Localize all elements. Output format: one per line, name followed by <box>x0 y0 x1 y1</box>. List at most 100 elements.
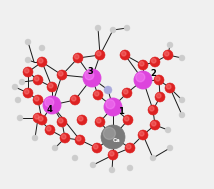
Circle shape <box>58 119 63 123</box>
Circle shape <box>179 112 185 118</box>
Circle shape <box>12 84 18 90</box>
Circle shape <box>75 135 85 145</box>
Circle shape <box>76 136 81 141</box>
Circle shape <box>163 50 173 60</box>
Circle shape <box>37 57 47 67</box>
Circle shape <box>61 135 66 139</box>
Circle shape <box>57 117 67 127</box>
Circle shape <box>165 127 171 133</box>
Circle shape <box>125 116 129 121</box>
Circle shape <box>155 92 165 102</box>
Circle shape <box>33 75 43 85</box>
Circle shape <box>97 51 101 56</box>
Circle shape <box>37 115 47 125</box>
Circle shape <box>140 61 144 66</box>
Circle shape <box>92 143 102 153</box>
Circle shape <box>46 126 51 131</box>
Circle shape <box>39 116 43 121</box>
Circle shape <box>125 143 135 153</box>
Circle shape <box>72 155 78 161</box>
Text: 3: 3 <box>87 67 93 77</box>
Circle shape <box>108 150 118 160</box>
Circle shape <box>136 73 145 82</box>
Circle shape <box>23 88 33 98</box>
Circle shape <box>33 113 43 123</box>
Circle shape <box>166 84 171 89</box>
Circle shape <box>57 70 67 80</box>
Circle shape <box>179 55 185 61</box>
Circle shape <box>95 50 105 60</box>
Circle shape <box>148 105 158 115</box>
Circle shape <box>71 97 76 101</box>
Circle shape <box>95 91 99 96</box>
Text: 1: 1 <box>118 108 124 116</box>
Circle shape <box>94 145 98 149</box>
Circle shape <box>126 145 131 149</box>
Circle shape <box>152 59 156 63</box>
Circle shape <box>123 115 133 125</box>
Circle shape <box>123 90 128 94</box>
Circle shape <box>34 77 39 81</box>
Circle shape <box>140 132 144 136</box>
Text: 2: 2 <box>150 70 156 78</box>
Circle shape <box>127 165 133 171</box>
Circle shape <box>45 98 54 107</box>
Circle shape <box>52 145 58 151</box>
Circle shape <box>122 88 132 98</box>
Circle shape <box>23 67 33 77</box>
Circle shape <box>109 167 115 173</box>
Circle shape <box>33 95 43 105</box>
Circle shape <box>165 83 175 93</box>
Circle shape <box>24 90 29 94</box>
Circle shape <box>134 71 152 89</box>
Text: Ca: Ca <box>113 138 121 143</box>
Circle shape <box>150 57 160 67</box>
Circle shape <box>179 97 185 103</box>
Circle shape <box>60 133 70 143</box>
Circle shape <box>83 69 101 87</box>
Circle shape <box>167 145 173 151</box>
Circle shape <box>25 39 31 45</box>
Circle shape <box>49 84 53 88</box>
Circle shape <box>104 86 112 94</box>
Circle shape <box>120 50 130 60</box>
Circle shape <box>138 60 148 70</box>
Circle shape <box>150 120 160 130</box>
Circle shape <box>34 97 39 101</box>
Circle shape <box>77 115 87 125</box>
Circle shape <box>25 57 31 63</box>
Circle shape <box>39 45 45 51</box>
Circle shape <box>124 25 130 31</box>
Circle shape <box>74 54 79 59</box>
Circle shape <box>103 127 115 139</box>
Circle shape <box>79 116 83 121</box>
Circle shape <box>95 117 105 127</box>
Circle shape <box>47 82 57 92</box>
Circle shape <box>154 75 164 85</box>
Circle shape <box>15 97 21 103</box>
Circle shape <box>156 94 161 98</box>
Text: 4: 4 <box>47 105 53 115</box>
Circle shape <box>43 96 61 114</box>
Circle shape <box>122 51 126 56</box>
Circle shape <box>70 95 80 105</box>
Circle shape <box>93 90 103 100</box>
Circle shape <box>167 42 173 48</box>
Circle shape <box>104 98 122 116</box>
Circle shape <box>101 125 125 149</box>
Circle shape <box>39 59 43 63</box>
Circle shape <box>110 27 116 33</box>
Circle shape <box>34 115 39 119</box>
Circle shape <box>165 51 169 56</box>
Circle shape <box>73 53 83 63</box>
Circle shape <box>106 100 115 109</box>
Circle shape <box>152 122 156 126</box>
Circle shape <box>150 106 154 111</box>
Circle shape <box>24 68 29 73</box>
Circle shape <box>156 77 160 81</box>
Circle shape <box>95 25 101 31</box>
Circle shape <box>17 115 23 121</box>
Circle shape <box>85 71 94 80</box>
Circle shape <box>58 71 63 76</box>
Circle shape <box>150 155 156 161</box>
